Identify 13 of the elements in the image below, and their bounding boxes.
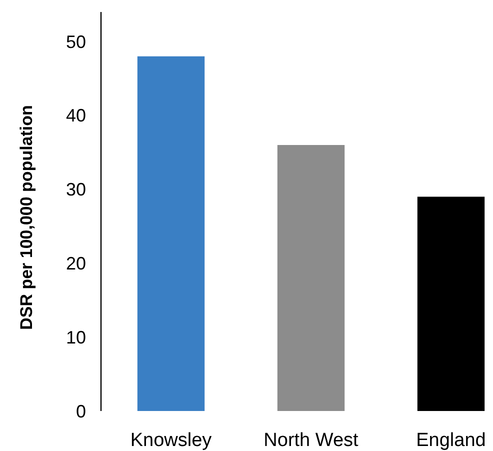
bar <box>137 56 205 411</box>
bar <box>277 145 345 411</box>
y-tick-label: 30 <box>66 180 86 200</box>
x-tick-label: North West <box>264 430 360 451</box>
y-tick-label: 0 <box>76 401 86 422</box>
x-tick-label: England <box>416 430 486 451</box>
y-axis-title: DSR per 100,000 population <box>17 105 36 330</box>
bar <box>417 196 485 411</box>
x-tick-label: Knowsley <box>130 430 212 451</box>
y-tick-label: 50 <box>66 32 86 52</box>
y-tick-label: 40 <box>66 106 86 126</box>
y-tick-label: 10 <box>66 327 86 348</box>
y-tick-label: 20 <box>66 254 86 274</box>
